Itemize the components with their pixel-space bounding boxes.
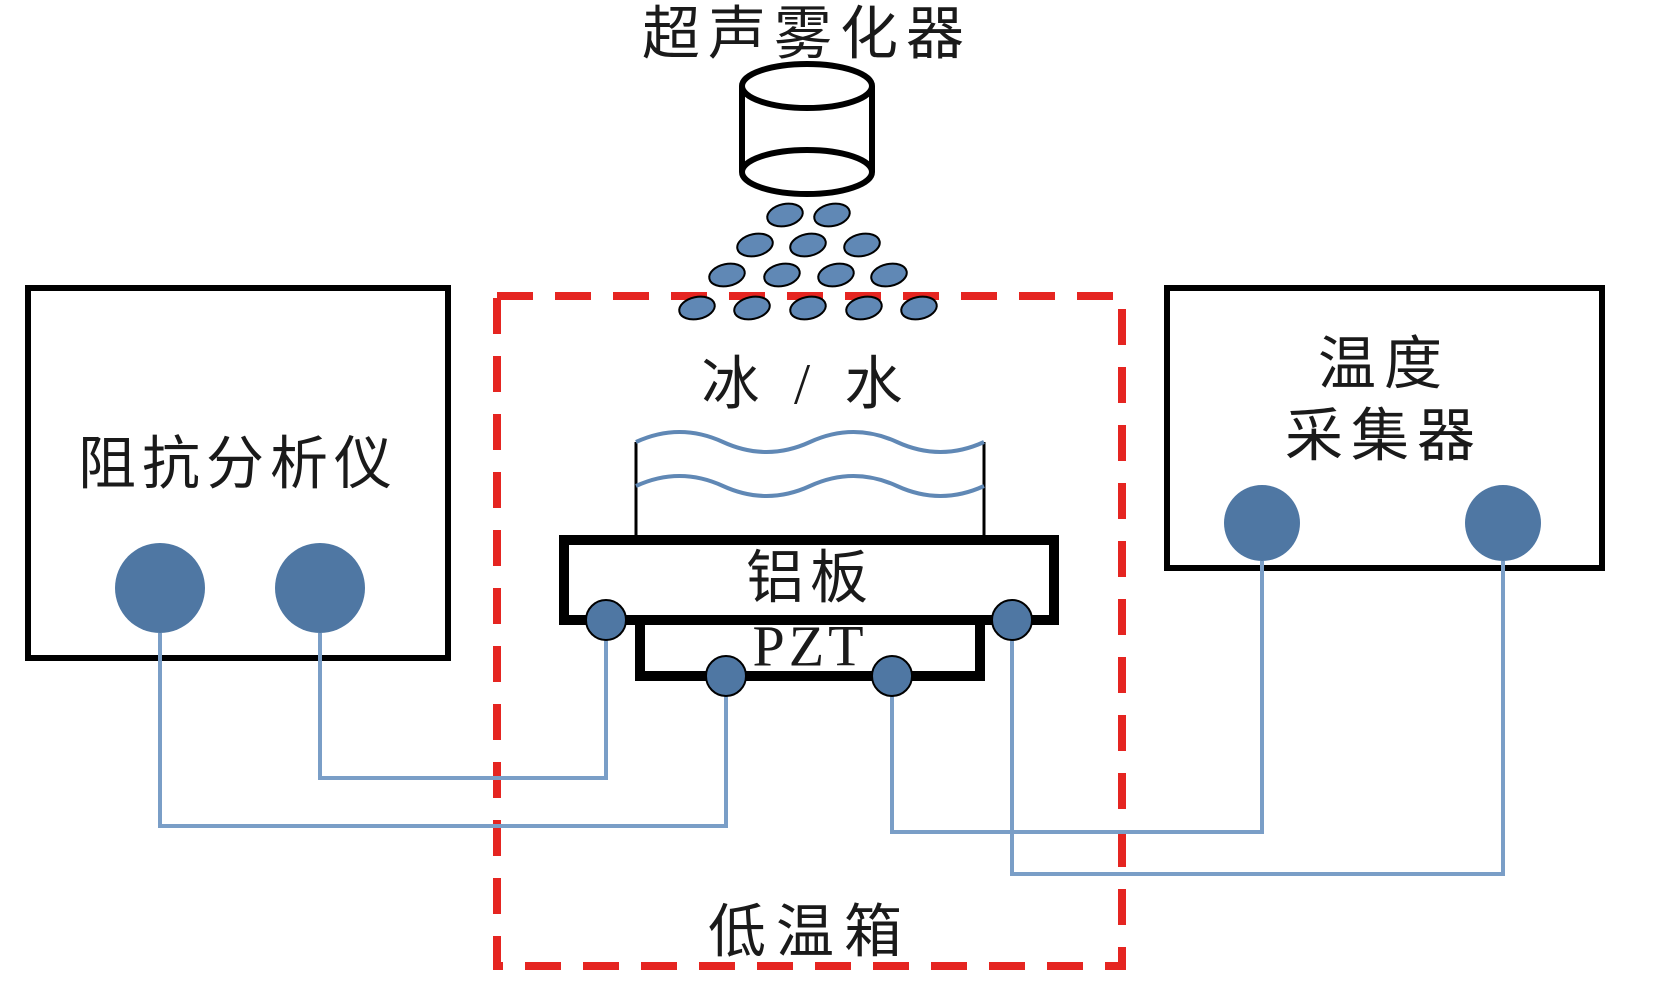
experimental-setup-diagram: 超声雾化器阻抗分析仪 冰 / 水铝板PZT 低温箱 温度采集器 — [0, 0, 1659, 994]
aluminum-port-1 — [586, 600, 626, 640]
temp-collector-label-line2: 采集器 — [1285, 403, 1483, 468]
temp-port-2 — [1465, 485, 1541, 561]
atomizer-bottom — [742, 150, 872, 194]
pzt-port-2 — [872, 656, 912, 696]
atomizer-label: 超声雾化器 — [642, 1, 972, 66]
pzt-port-1 — [706, 656, 746, 696]
temp-collector-label-line1: 温度 — [1318, 331, 1450, 396]
atomizer-top — [742, 64, 872, 108]
low-temp-box-label: 低温箱 — [708, 899, 912, 964]
pzt-label: PZT — [752, 613, 867, 678]
analyzer-port-2 — [275, 543, 365, 633]
aluminum-label: 铝板 — [746, 545, 874, 610]
temp-port-1 — [1224, 485, 1300, 561]
ice-water-label: 冰 / 水 — [701, 351, 912, 416]
analyzer-label: 阻抗分析仪 — [78, 431, 398, 496]
aluminum-port-2 — [992, 600, 1032, 640]
analyzer-port-1 — [115, 543, 205, 633]
